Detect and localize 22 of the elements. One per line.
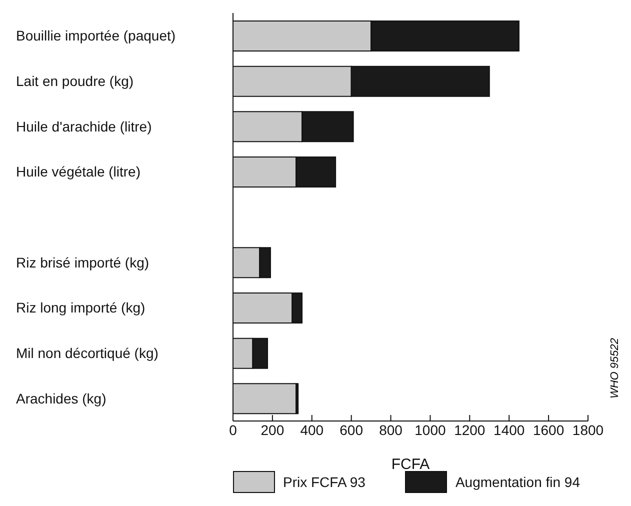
y-tick-label: Huile végétale (litre) <box>16 164 140 180</box>
x-tick-label: 1000 <box>414 422 446 438</box>
x-tick-label: 0 <box>229 422 238 438</box>
y-tick-label: Lait en poudre (kg) <box>16 73 134 89</box>
x-tick-label: 1400 <box>494 422 525 438</box>
x-axis-title: FCFA <box>391 456 430 473</box>
y-tick-label: Arachides (kg) <box>16 390 106 406</box>
legend-label: Augmentation fin 94 <box>455 474 580 490</box>
x-tick-label: 1600 <box>532 422 564 438</box>
y-tick-label: Riz long importé (kg) <box>16 300 146 316</box>
x-tick-label: 200 <box>260 422 284 438</box>
x-tick-label: 1200 <box>454 422 486 438</box>
y-tick-label: Bouillie importée (paquet) <box>16 28 176 44</box>
x-tick-label: 400 <box>300 422 324 438</box>
x-tick-label: 600 <box>340 422 364 438</box>
text: WHO 95522 <box>608 338 622 399</box>
x-tick-label: 1800 <box>572 422 604 438</box>
legend-label: Prix FCFA 93 <box>282 473 366 492</box>
y-tick-label: Huile d'arachide (litre) <box>16 118 152 134</box>
x-tick-label: 800 <box>379 422 403 438</box>
y-tick-label: Riz brisé importé (kg) <box>16 254 150 270</box>
y-tick-label: Mil non décortiqué (kg) <box>16 345 158 361</box>
